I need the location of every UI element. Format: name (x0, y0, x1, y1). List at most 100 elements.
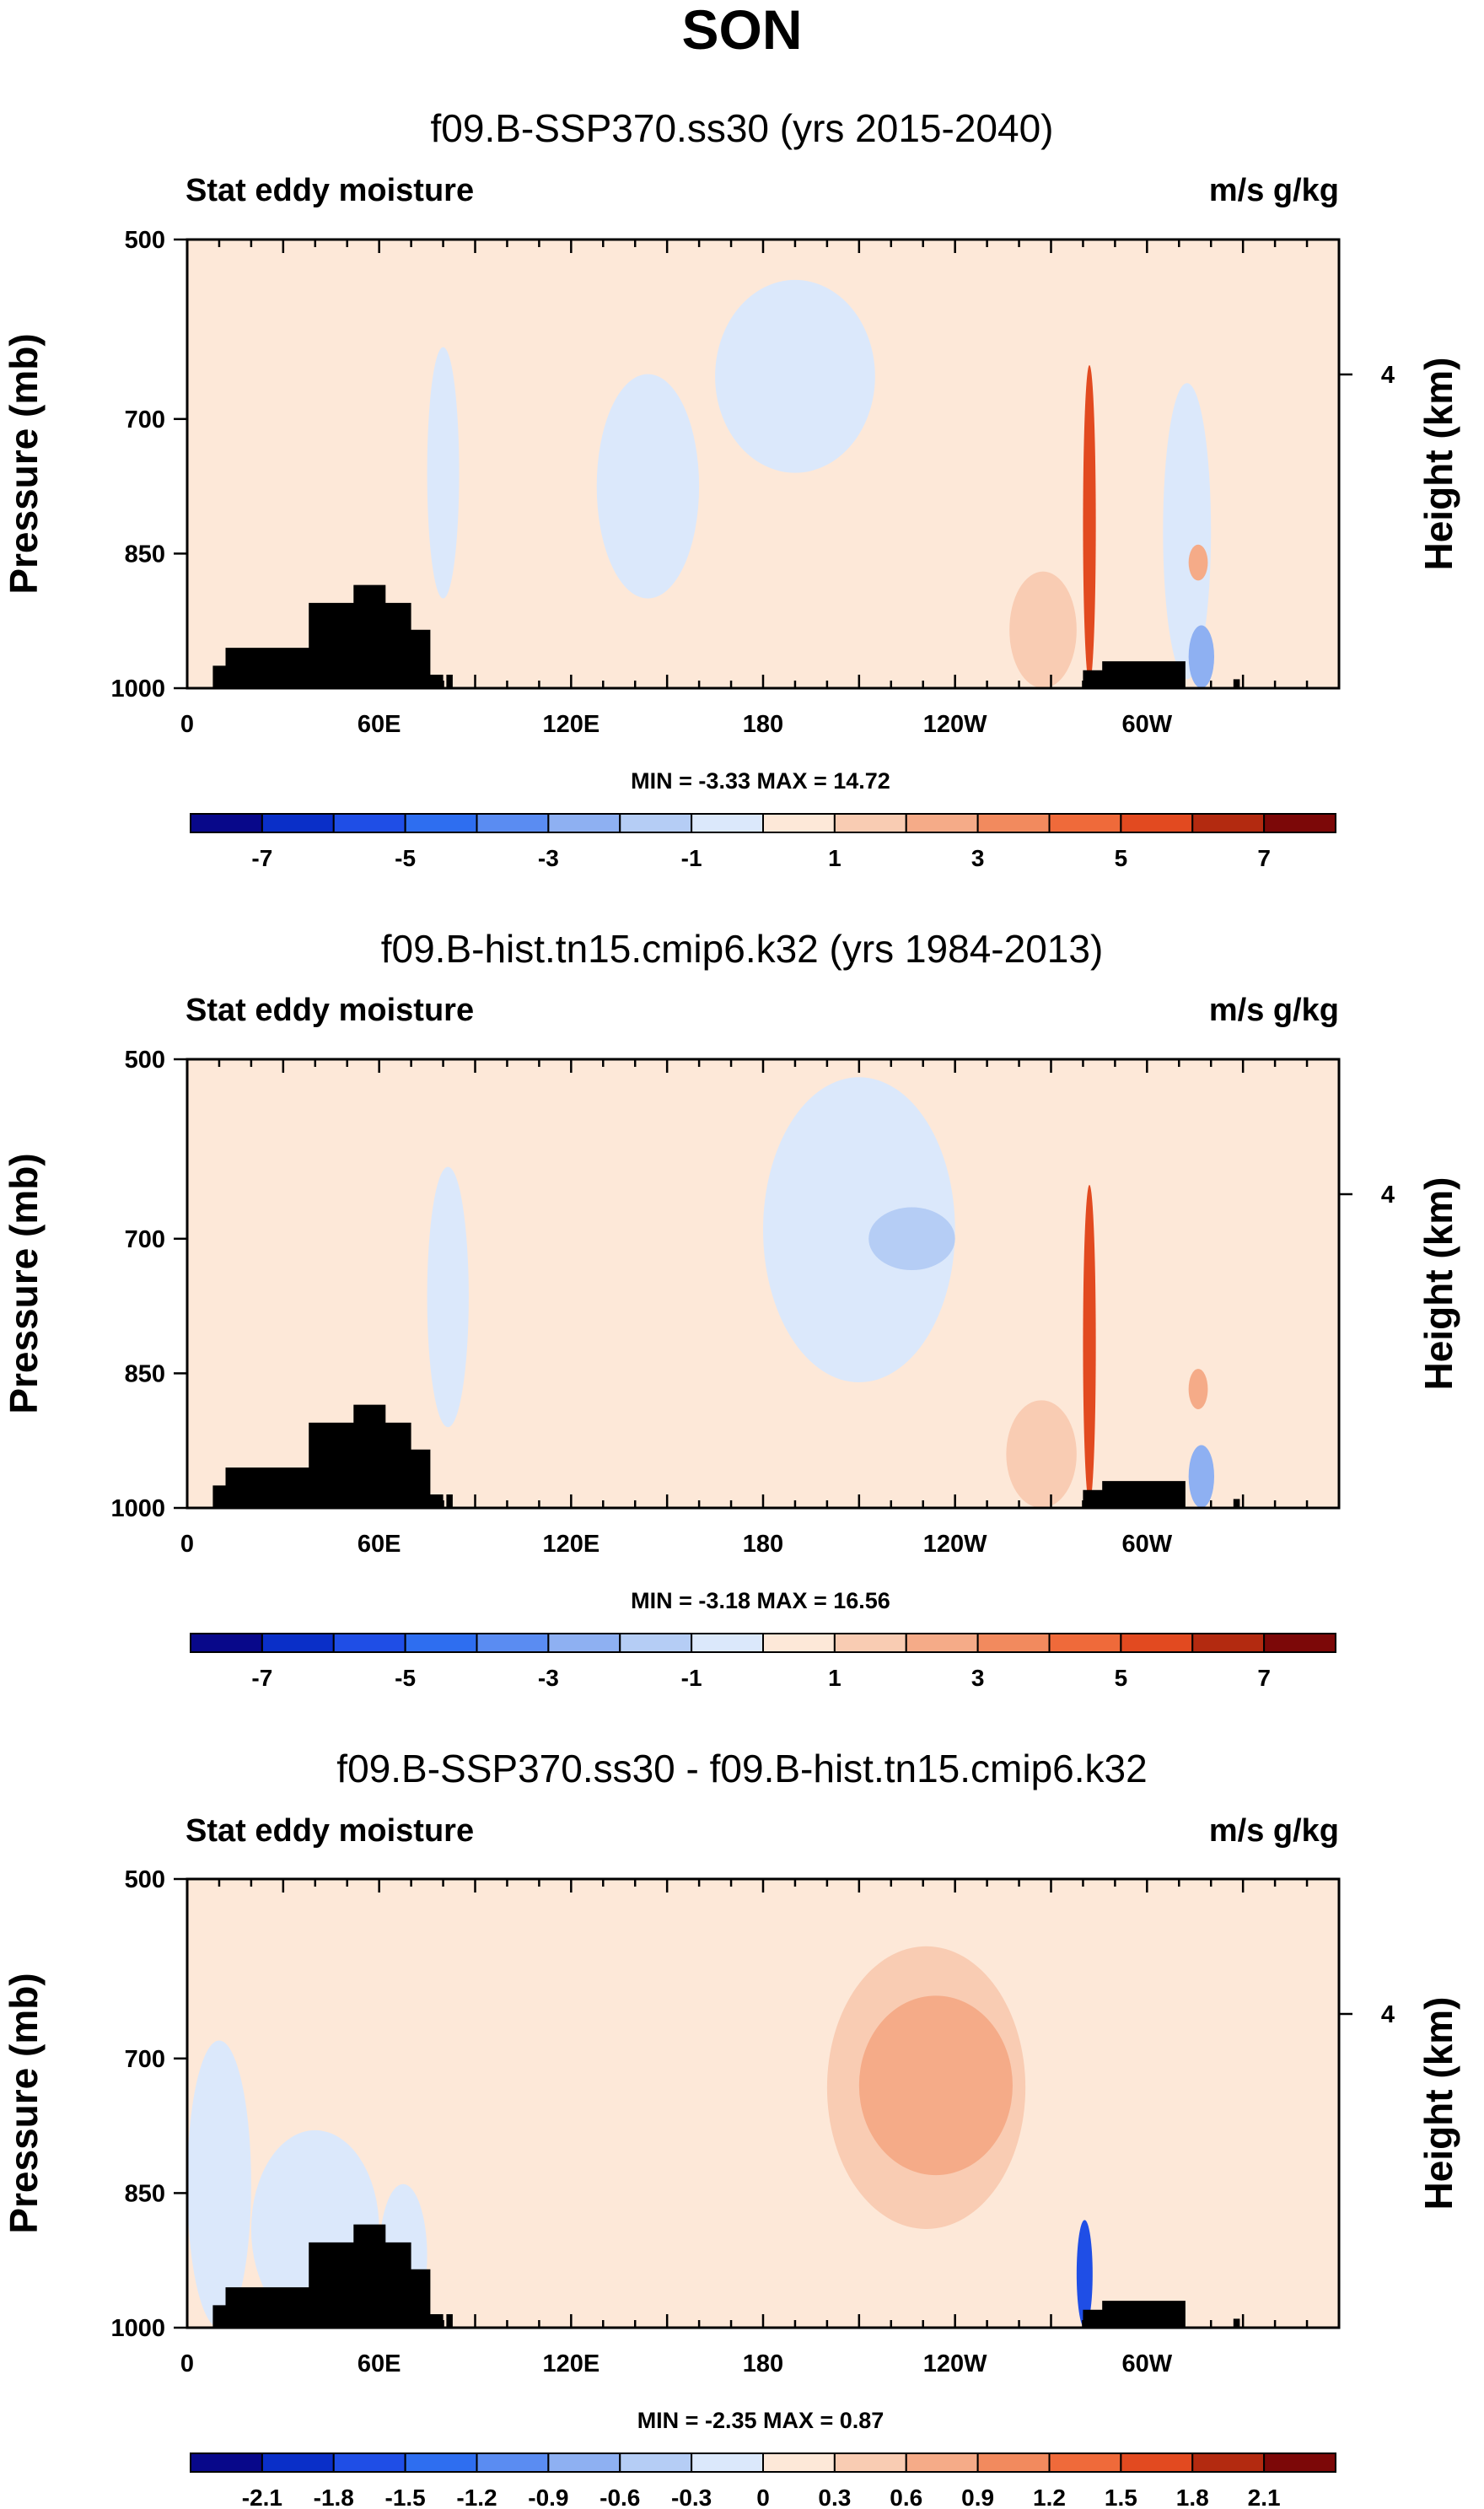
x-tick-label: 180 (743, 2350, 783, 2377)
topography-mask (1083, 2301, 1186, 2328)
y2-axis-label: Height (km) (1417, 358, 1460, 571)
colorbar-label: -3 (538, 845, 559, 871)
y2-tick-label: 4 (1381, 362, 1395, 389)
x-tick-label: 120W (923, 711, 987, 738)
colorbar-swatch (619, 1633, 693, 1653)
colorbar-swatch (476, 2452, 550, 2473)
contour-region (427, 1166, 469, 1428)
colorbar-swatch (619, 813, 693, 833)
min-max-label: MIN = -2.35 MAX = 0.87 (637, 2408, 884, 2433)
min-max-label: MIN = -3.33 MAX = 14.72 (631, 768, 890, 794)
colorbar-label: 0.3 (818, 2485, 851, 2509)
panel-right-label: m/s g/kg (1209, 173, 1339, 208)
panel-title: f09.B-SSP370.ss30 - f09.B-hist.tn15.cmip… (336, 1747, 1147, 1790)
colorbar-swatch (1048, 813, 1122, 833)
colorbar-swatch (762, 2452, 836, 2473)
colorbar-swatch (976, 813, 1051, 833)
colorbar-label: 0.9 (961, 2485, 994, 2509)
colorbar-label: 1.2 (1033, 2485, 1066, 2509)
colorbar-label: -1.2 (456, 2485, 497, 2509)
colorbar-swatch (762, 1633, 836, 1653)
x-tick-label: 0 (180, 2350, 194, 2377)
colorbar-label: 7 (1257, 845, 1271, 871)
colorbar-swatch (1263, 2452, 1336, 2473)
colorbar-label: -0.6 (600, 2485, 640, 2509)
y-tick-label: 500 (125, 227, 165, 254)
colorbar-label: 5 (1115, 845, 1128, 871)
contour-region (1083, 364, 1096, 684)
contour-region (187, 2040, 251, 2328)
contour-region (1006, 1400, 1077, 1508)
colorbar-swatch (190, 2452, 263, 2473)
colorbar-label: 7 (1257, 1665, 1271, 1691)
colorbar-swatch (976, 1633, 1051, 1653)
x-tick-label: 120W (923, 2350, 987, 2377)
colorbar-swatch (332, 813, 406, 833)
colorbar-swatch (261, 2452, 335, 2473)
panel-title: f09.B-hist.tn15.cmip6.k32 (yrs 1984-2013… (381, 927, 1104, 971)
x-tick-label: 60W (1122, 2350, 1173, 2377)
figure-title: SON (681, 0, 802, 61)
colorbar-swatch (476, 813, 550, 833)
panel-left-label: Stat eddy moisture (186, 993, 474, 1028)
colorbar-swatch (833, 2452, 907, 2473)
contour-region (596, 374, 700, 599)
contour-group (212, 1077, 1240, 1508)
colorbar-swatch (261, 813, 335, 833)
contour-region (1076, 2220, 1093, 2328)
colorbar-swatch (833, 1633, 907, 1653)
x-tick-label: 60E (358, 1531, 401, 1558)
colorbar-label: -0.3 (671, 2485, 712, 2509)
contour-group (187, 1946, 1240, 2328)
topography-mask (446, 675, 453, 688)
colorbar-swatch (404, 1633, 478, 1653)
topography-mask (1233, 2318, 1240, 2328)
y-tick-label: 1000 (110, 676, 165, 703)
colorbar-label: 0.6 (890, 2485, 922, 2509)
x-tick-label: 0 (180, 1531, 194, 1558)
panel-right-label: m/s g/kg (1209, 993, 1339, 1028)
contour-region (1188, 544, 1208, 581)
y-tick-label: 1000 (110, 2315, 165, 2342)
contour-region (763, 1077, 955, 1383)
contour-region (1009, 571, 1077, 688)
colorbar-label: -7 (251, 845, 272, 871)
x-tick-label: 120E (542, 2350, 600, 2377)
colorbar-label: 5 (1115, 1665, 1128, 1691)
topography-mask (212, 2224, 444, 2328)
topography-mask (1233, 1499, 1240, 1508)
colorbar-swatch (547, 813, 621, 833)
colorbar-label: 1.5 (1105, 2485, 1137, 2509)
x-tick-label: 60W (1122, 1531, 1173, 1558)
colorbar-swatch (404, 2452, 478, 2473)
colorbar-swatch (905, 2452, 979, 2473)
x-tick-label: 60E (358, 2350, 401, 2377)
colorbar-swatch (976, 2452, 1051, 2473)
colorbar-swatch (404, 813, 478, 833)
colorbar-swatch (1263, 1633, 1336, 1653)
y-tick-label: 850 (125, 1360, 165, 1387)
topography-mask (1233, 679, 1240, 688)
topography-mask (1083, 661, 1186, 688)
x-tick-label: 0 (180, 711, 194, 738)
colorbar-label: 2.1 (1248, 2485, 1281, 2509)
colorbar-swatch (332, 1633, 406, 1653)
colorbar-label: -1.5 (385, 2485, 426, 2509)
colorbar-swatch (332, 2452, 406, 2473)
colorbar-swatch (476, 1633, 550, 1653)
colorbar-swatch (1191, 1633, 1266, 1653)
colorbar-label: 0 (756, 2485, 770, 2509)
contour-region (1188, 1445, 1215, 1508)
contour-group (212, 279, 1240, 688)
y2-tick-label: 4 (1381, 1182, 1395, 1209)
colorbar-label: 3 (971, 845, 985, 871)
colorbar-label: -1 (681, 1665, 702, 1691)
colorbar-swatch (619, 2452, 693, 2473)
topography-mask (212, 584, 444, 688)
colorbar-swatch (905, 1633, 979, 1653)
colorbar-label: 1 (828, 1665, 841, 1691)
panel-1: f09.B-SSP370.ss30 (yrs 2015-2040) Stat ed… (2, 106, 1460, 871)
colorbar-swatch (691, 813, 764, 833)
contour-region (868, 1207, 955, 1271)
